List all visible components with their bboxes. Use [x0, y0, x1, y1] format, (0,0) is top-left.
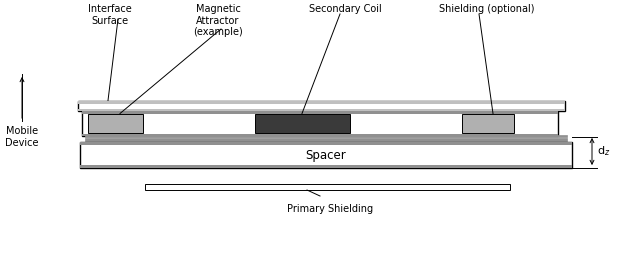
Bar — [82, 111, 558, 114]
Text: Secondary Coil: Secondary Coil — [309, 4, 381, 14]
Bar — [85, 135, 567, 137]
Bar — [80, 142, 572, 145]
Text: Shielding (optional): Shielding (optional) — [439, 4, 534, 14]
Text: d$_z$: d$_z$ — [597, 144, 610, 158]
Text: Magnetic
Attractor
(example): Magnetic Attractor (example) — [193, 4, 243, 37]
Text: Interface
Surface: Interface Surface — [88, 4, 132, 26]
Bar — [78, 101, 565, 104]
Bar — [80, 165, 572, 168]
Bar — [82, 111, 558, 136]
Text: Mobile
Device: Mobile Device — [5, 126, 38, 148]
Bar — [80, 142, 572, 168]
Text: Spacer: Spacer — [305, 148, 346, 161]
Bar — [82, 134, 558, 136]
Bar — [145, 184, 510, 190]
Bar — [78, 109, 565, 111]
Bar — [88, 114, 143, 133]
Bar — [255, 114, 350, 133]
Bar — [85, 138, 567, 141]
Bar — [462, 114, 514, 133]
Bar — [78, 101, 565, 111]
Text: Primary Shielding: Primary Shielding — [287, 204, 373, 214]
